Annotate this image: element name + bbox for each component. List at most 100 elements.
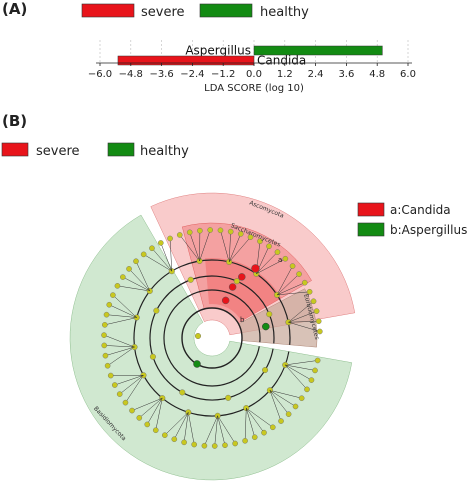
leaf-node bbox=[232, 440, 238, 447]
leaf-node bbox=[207, 227, 213, 233]
x-tick-label: −2.4 bbox=[180, 69, 204, 80]
side-legend-swatch-aspergillus bbox=[357, 222, 385, 237]
branch bbox=[117, 285, 150, 292]
leaf-node bbox=[167, 235, 173, 242]
branch bbox=[128, 268, 150, 292]
x-tick-label: 2.4 bbox=[308, 69, 324, 80]
leaf-node bbox=[306, 288, 313, 295]
side-legend-label-candida: a:Candida bbox=[390, 203, 451, 217]
leaf-node bbox=[140, 251, 147, 258]
branch bbox=[269, 390, 289, 415]
bar-candida bbox=[117, 55, 255, 66]
branch bbox=[143, 254, 172, 272]
clade-sector-candida-inner bbox=[205, 257, 282, 321]
leaf-node bbox=[301, 279, 308, 286]
branch bbox=[256, 251, 278, 274]
leaf-node bbox=[269, 424, 276, 431]
legend-b-swatch-healthy bbox=[107, 142, 135, 157]
x-tick-label: 6.0 bbox=[400, 69, 416, 80]
branch bbox=[160, 242, 173, 272]
leaf-node bbox=[149, 245, 155, 252]
leaf-node bbox=[211, 443, 218, 449]
leaf-node bbox=[186, 229, 193, 236]
x-tick-label: 4.8 bbox=[369, 69, 385, 80]
candida-node bbox=[221, 296, 230, 305]
side-legend-swatch-candida bbox=[357, 202, 385, 217]
branch bbox=[276, 291, 310, 296]
candida-node bbox=[251, 264, 260, 273]
leaf-node bbox=[144, 421, 151, 428]
branch bbox=[288, 320, 319, 323]
inner-node bbox=[153, 307, 160, 314]
root-node bbox=[194, 333, 201, 340]
leaf-node bbox=[122, 399, 129, 406]
leaf-node bbox=[285, 411, 292, 417]
bar-label-candida: Candida bbox=[257, 54, 306, 68]
branch bbox=[288, 301, 314, 323]
green-root-node bbox=[193, 360, 201, 368]
leaf-node bbox=[227, 228, 234, 235]
x-tick-label: −4.8 bbox=[119, 69, 143, 80]
branch bbox=[122, 276, 150, 292]
side-legend-label-aspergillus: b:Aspergillus bbox=[390, 223, 467, 237]
leaf-node bbox=[107, 372, 114, 379]
marker-a-label: a bbox=[278, 256, 282, 264]
branch bbox=[256, 258, 286, 275]
branch bbox=[151, 248, 172, 272]
leaf-node bbox=[296, 271, 302, 277]
branch bbox=[199, 229, 211, 262]
leaf-node bbox=[315, 318, 322, 325]
x-tick-label: −6.0 bbox=[88, 69, 112, 80]
branch bbox=[288, 321, 320, 332]
branch bbox=[105, 346, 135, 356]
branch bbox=[125, 375, 144, 403]
branch bbox=[164, 412, 189, 436]
leaf-node bbox=[102, 322, 108, 328]
x-axis-label: LDA SCORE (log 10) bbox=[204, 83, 304, 94]
leaf-node bbox=[104, 362, 111, 369]
leaf-node bbox=[217, 227, 224, 234]
leaf-node bbox=[266, 243, 272, 250]
leaf-node bbox=[133, 258, 139, 265]
inner-node bbox=[179, 389, 186, 396]
branch bbox=[246, 407, 273, 428]
leaf-node bbox=[102, 352, 109, 359]
branch bbox=[109, 304, 137, 318]
leaf-node bbox=[126, 266, 132, 272]
branch bbox=[135, 261, 150, 292]
marker-b-label: b bbox=[240, 316, 245, 324]
panel-b-label: (B) bbox=[2, 112, 27, 130]
leaf-node bbox=[152, 427, 159, 434]
leaf-node bbox=[120, 274, 126, 280]
branch bbox=[228, 231, 231, 262]
inner-node bbox=[225, 394, 232, 401]
branch bbox=[189, 232, 200, 262]
leaf-node bbox=[257, 238, 263, 245]
branch bbox=[174, 412, 189, 440]
candida-node bbox=[228, 283, 237, 291]
branch bbox=[217, 415, 236, 444]
leaf-node bbox=[101, 332, 107, 338]
leaf-node bbox=[282, 255, 289, 262]
branch bbox=[131, 397, 163, 411]
leaf-node bbox=[157, 240, 164, 246]
leaf-node bbox=[317, 328, 323, 335]
leaf-node bbox=[103, 311, 110, 318]
ring bbox=[181, 307, 243, 369]
branch bbox=[285, 364, 308, 390]
leaf-node bbox=[237, 231, 244, 237]
branch bbox=[246, 407, 265, 433]
leaf-node bbox=[278, 418, 284, 424]
inner-node bbox=[233, 278, 240, 285]
leaf-node bbox=[197, 227, 203, 234]
inner-node bbox=[187, 276, 194, 283]
leaf-node bbox=[251, 434, 258, 440]
legend-label-healthy: healthy bbox=[260, 5, 309, 20]
legend-swatch-severe bbox=[81, 3, 135, 18]
lda-bar-chart: Aspergillus Candida −6.0 −4.8 −3.6 −2.4 −1.2 0.… bbox=[88, 40, 416, 94]
leaf-node bbox=[308, 377, 315, 383]
leaf-node bbox=[247, 234, 254, 240]
branch bbox=[228, 233, 241, 263]
legend-b-swatch-severe bbox=[1, 142, 29, 157]
legend-label-severe: severe bbox=[141, 5, 185, 20]
